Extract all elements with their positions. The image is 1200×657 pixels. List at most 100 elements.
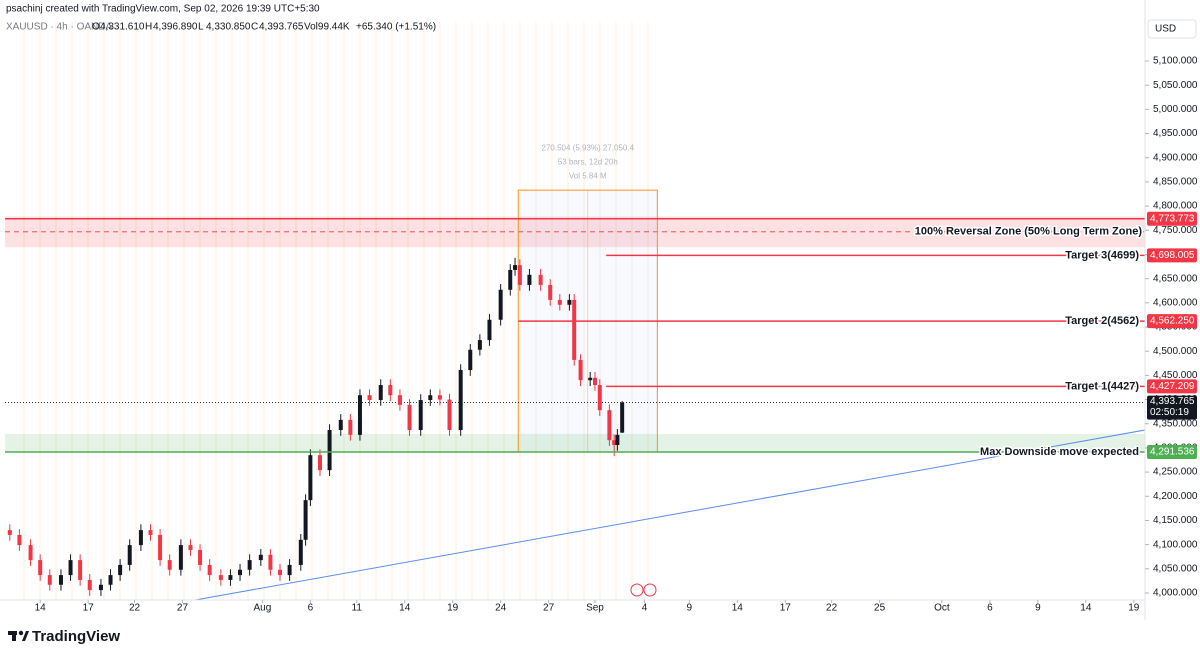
level-price-box xyxy=(1147,314,1197,329)
candle-body xyxy=(98,584,103,591)
x-tick-label: 14 xyxy=(732,603,744,614)
candle-body xyxy=(138,530,143,546)
countdown: 02:50:19 xyxy=(1150,407,1189,418)
zone xyxy=(5,433,1145,453)
candle-body xyxy=(498,289,503,320)
candle-body xyxy=(428,395,433,401)
level-annotation: Max Downside move expected xyxy=(980,446,1139,458)
x-tick-label: 19 xyxy=(1128,603,1140,614)
candle-body xyxy=(468,349,473,371)
candle-body xyxy=(407,404,412,431)
candle-body xyxy=(158,534,163,561)
candle-body xyxy=(68,560,73,576)
x-tick-label: 9 xyxy=(687,603,693,614)
candle-body xyxy=(308,455,313,501)
x-tick-label: 17 xyxy=(780,603,792,614)
candle-body xyxy=(167,560,172,570)
x-tick-label: 6 xyxy=(308,603,314,614)
x-tick-label: 19 xyxy=(447,603,459,614)
y-tick-label: 5,050.000 xyxy=(1153,80,1198,91)
y-tick-label: 4,800.000 xyxy=(1153,201,1198,212)
level-price-label: 4,698.005 xyxy=(1150,250,1195,261)
candle-body xyxy=(108,575,113,585)
event-icon[interactable] xyxy=(630,583,644,597)
x-tick-label: 14 xyxy=(399,603,411,614)
candle-body xyxy=(238,569,243,576)
candle-body xyxy=(78,560,83,580)
candle-body xyxy=(607,410,612,441)
candle-body xyxy=(58,575,63,585)
level-price-label: 4,291.536 xyxy=(1150,447,1195,458)
level-price-box xyxy=(1147,445,1197,460)
level-price-label: 4,773.773 xyxy=(1150,213,1195,224)
currency[interactable]: USD xyxy=(1155,24,1176,35)
trendline xyxy=(195,429,1146,601)
x-tick-label: 25 xyxy=(874,603,886,614)
logo-mark xyxy=(12,631,16,641)
currency-box[interactable] xyxy=(1147,19,1197,39)
candle-body xyxy=(148,530,153,535)
x-tick-label: 22 xyxy=(129,603,141,614)
candle-body xyxy=(247,560,252,570)
event-icon[interactable] xyxy=(643,583,657,597)
y-tick-label: 4,900.000 xyxy=(1153,152,1198,163)
level-annotation: Target 1(4427) xyxy=(1065,380,1139,392)
y-tick-label: 4,100.000 xyxy=(1153,539,1198,550)
candle-body xyxy=(118,564,123,576)
symbol: XAUUSD · 4h · OANDA xyxy=(6,22,112,33)
level-price-box xyxy=(1147,211,1197,226)
candle-body xyxy=(513,265,518,270)
last-price-box xyxy=(1147,395,1197,420)
candle-body xyxy=(578,359,583,381)
last-price-label: 4,393.765 xyxy=(1150,396,1195,407)
candle-body xyxy=(278,569,283,576)
x-tick-label: 27 xyxy=(177,603,189,614)
author-line: psachinj created with TradingView.com, S… xyxy=(6,4,320,15)
candle-body xyxy=(597,385,602,411)
ohlc-key: L xyxy=(198,22,204,33)
candle-body xyxy=(418,400,423,431)
x-tick-label: 11 xyxy=(352,603,363,614)
ohlc-value: 4,330.850 xyxy=(206,22,251,33)
x-tick-label: 4 xyxy=(642,603,648,614)
y-tick-label: 4,650.000 xyxy=(1153,273,1198,284)
candle-body xyxy=(447,399,452,431)
brand: TradingView xyxy=(32,628,120,645)
candle-body xyxy=(348,419,353,435)
candle-body xyxy=(198,549,203,565)
x-tick-label: Oct xyxy=(934,603,950,614)
x-tick-label: 17 xyxy=(83,603,95,614)
candle-body xyxy=(327,430,332,471)
candle-body xyxy=(357,395,362,435)
ohlc-value: 4,393.765 xyxy=(259,22,304,33)
level-price-label: 4,562.250 xyxy=(1150,316,1195,327)
y-tick-label: 4,600.000 xyxy=(1153,297,1198,308)
ohlc-key: C xyxy=(251,22,258,33)
candle-body xyxy=(538,274,543,285)
candle-body xyxy=(615,434,620,446)
x-tick-label: 24 xyxy=(495,603,507,614)
x-tick-label: 14 xyxy=(1080,603,1092,614)
candle-body xyxy=(548,284,553,300)
logo: TradingView xyxy=(8,628,120,645)
x-tick-label: 22 xyxy=(826,603,838,614)
candle-body xyxy=(228,575,233,580)
candle-body xyxy=(572,299,577,360)
candle-body xyxy=(17,534,22,546)
y-tick-label: 5,000.000 xyxy=(1153,104,1198,115)
candle-body xyxy=(28,545,33,561)
measure-label: Vol 5.84 M xyxy=(569,171,607,180)
y-tick-label: 4,500.000 xyxy=(1153,346,1198,357)
ohlc-value: 4,396.890 xyxy=(153,22,198,33)
candle-body xyxy=(178,545,183,570)
y-tick-label: 4,000.000 xyxy=(1153,588,1198,599)
volume: Vol99.44K xyxy=(304,22,350,33)
y-tick-label: 4,050.000 xyxy=(1153,563,1198,574)
logo-mark xyxy=(18,630,24,636)
change: +65.340 (+1.51%) xyxy=(356,22,436,33)
event-icons[interactable] xyxy=(630,583,657,597)
level-price-box xyxy=(1147,379,1197,394)
candle-body xyxy=(477,340,482,350)
level-annotation: Target 2(4562) xyxy=(1065,315,1139,327)
candle-body xyxy=(127,545,132,565)
